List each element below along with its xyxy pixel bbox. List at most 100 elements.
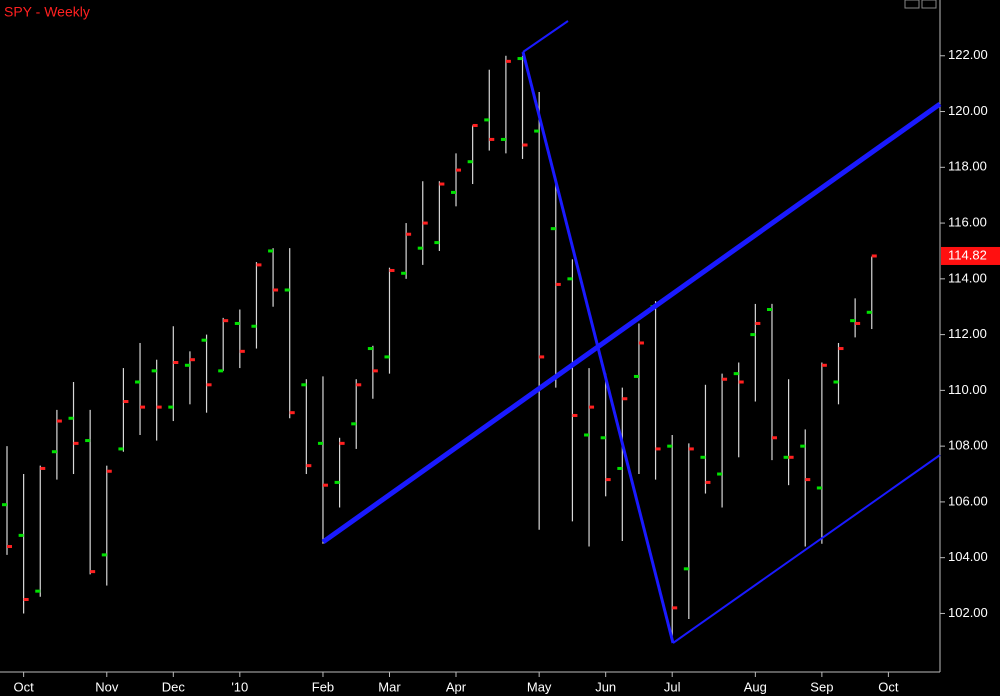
ohlc-open — [284, 288, 290, 292]
ohlc-open — [85, 439, 91, 443]
x-tick-label: '10 — [231, 679, 248, 694]
ohlc-close — [771, 436, 777, 440]
trend-line — [321, 101, 942, 545]
ohlc-close — [472, 123, 478, 127]
ohlc-open — [367, 347, 373, 351]
ohlc-open — [2, 503, 7, 507]
ohlc-open — [700, 455, 706, 459]
ohlc-open — [268, 249, 274, 253]
trend-lines — [321, 20, 942, 644]
window-button[interactable] — [904, 0, 920, 9]
ohlc-close — [838, 347, 844, 351]
y-tick-label: 118.00 — [948, 159, 987, 174]
ohlc-open — [184, 363, 190, 367]
x-tick-label: Feb — [312, 679, 334, 694]
ohlc-open — [584, 433, 590, 437]
x-tick-label: Aug — [744, 679, 767, 694]
ohlc-open — [683, 567, 689, 571]
ohlc-close — [871, 254, 877, 258]
ohlc-close — [622, 397, 628, 401]
ohlc-open — [101, 553, 107, 557]
ohlc-close — [90, 570, 96, 574]
ohlc-close — [140, 405, 146, 409]
ohlc-open — [750, 333, 756, 337]
ohlc-open — [434, 241, 440, 245]
ohlc-open — [600, 436, 606, 440]
ohlc-close — [489, 137, 495, 141]
y-tick-label: 106.00 — [948, 493, 988, 508]
ohlc-open — [467, 160, 473, 164]
ohlc-close — [422, 221, 428, 225]
ohlc-close — [189, 358, 195, 362]
ohlc-open — [351, 422, 357, 426]
x-tick-label: May — [527, 679, 552, 694]
ohlc-close — [306, 464, 312, 468]
ohlc-close — [589, 405, 595, 409]
y-tick-label: 112.00 — [948, 326, 987, 341]
ohlc-open — [866, 310, 872, 314]
x-tick-label: Oct — [14, 679, 35, 694]
plot-area — [2, 55, 877, 636]
ohlc-open — [234, 321, 240, 325]
ohlc-open — [617, 466, 623, 470]
ohlc-open — [401, 271, 407, 275]
x-tick-label: Jul — [664, 679, 681, 694]
ohlc-close — [106, 469, 112, 473]
ohlc-close — [788, 455, 794, 459]
ohlc-close — [40, 466, 46, 470]
ohlc-close — [855, 321, 861, 325]
ohlc-open — [550, 227, 556, 231]
ohlc-open — [534, 129, 540, 133]
y-tick-label: 110.00 — [948, 382, 987, 397]
x-tick-label: Jun — [595, 679, 616, 694]
y-tick-label: 114.00 — [948, 270, 987, 285]
ohlc-open — [567, 277, 573, 281]
trend-line — [522, 20, 569, 53]
ohlc-close — [505, 59, 511, 63]
ohlc-close — [406, 232, 412, 236]
ohlc-close — [23, 598, 29, 602]
x-tick-label: Mar — [378, 679, 401, 694]
ohlc-open — [18, 533, 24, 537]
x-tick-label: Sep — [810, 679, 833, 694]
last-price-label: 114.82 — [948, 247, 987, 262]
trend-line — [521, 51, 675, 644]
ohlc-open — [151, 369, 157, 373]
ohlc-open — [384, 355, 390, 359]
ohlc-close — [256, 263, 262, 267]
ohlc-open — [633, 374, 639, 378]
ohlc-close — [372, 369, 378, 373]
ohlc-open — [484, 118, 490, 122]
ohlc-open — [251, 324, 257, 328]
ohlc-close — [605, 478, 611, 482]
ohlc-close — [356, 383, 362, 387]
ohlc-open — [168, 405, 174, 409]
window-button[interactable] — [921, 0, 937, 9]
ohlc-close — [755, 321, 761, 325]
ohlc-open — [301, 383, 307, 387]
ohlc-close — [289, 411, 295, 415]
ohlc-open — [500, 137, 506, 141]
ohlc-close — [206, 383, 212, 387]
ohlc-open — [68, 416, 74, 420]
ohlc-close — [73, 441, 79, 445]
ohlc-close — [439, 182, 445, 186]
ohlc-open — [35, 589, 41, 593]
y-tick-label: 104.00 — [948, 549, 988, 564]
ohlc-close — [722, 377, 728, 381]
chart-title: SPY - Weekly — [4, 4, 90, 20]
ohlc-close — [156, 405, 162, 409]
y-tick-label: 120.00 — [948, 103, 988, 118]
ohlc-open — [800, 444, 806, 448]
ohlc-open — [317, 441, 323, 445]
trend-line — [672, 454, 941, 644]
ohlc-close — [223, 319, 229, 323]
ohlc-open — [51, 450, 57, 454]
ohlc-open — [717, 472, 723, 476]
x-tick-label: Apr — [446, 679, 467, 694]
ohlc-open — [733, 372, 739, 376]
ohlc-close — [539, 355, 545, 359]
